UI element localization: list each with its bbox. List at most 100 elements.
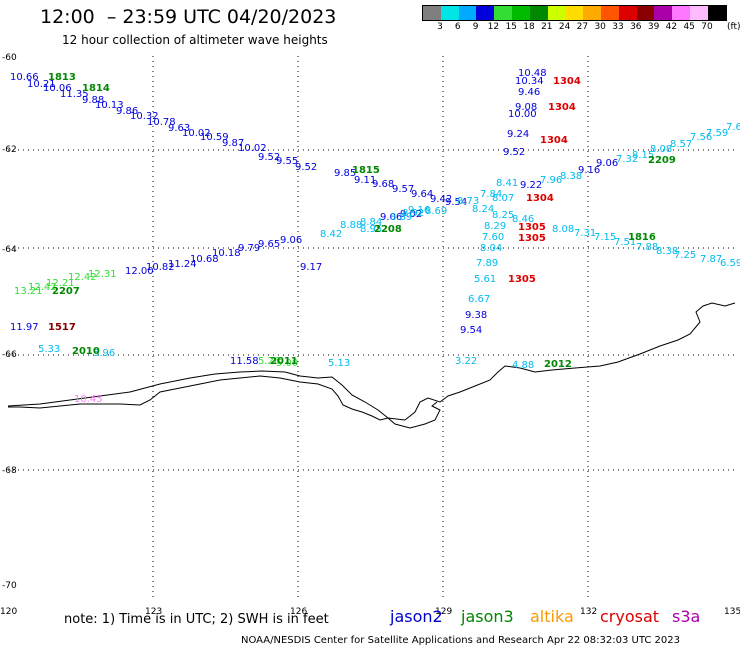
- wave-height-label: 12.42: [68, 272, 97, 283]
- wave-height-label: 5.00: [276, 358, 298, 369]
- wave-height-label: 9.06: [380, 212, 402, 223]
- wave-height-label: 9.11: [354, 175, 376, 186]
- wave-height-label: 11.58: [230, 356, 259, 367]
- wave-height-label: 3.22: [455, 356, 477, 367]
- wave-height-label: 10.13: [95, 100, 124, 111]
- scale-label: 9: [472, 22, 479, 32]
- wave-height-label: 11.24: [168, 259, 197, 270]
- scale-swatch: [600, 6, 619, 20]
- longitude-label: 135: [724, 607, 740, 617]
- pass-time-label: 2207: [52, 286, 80, 297]
- legend-item-cryosat: cryosat: [600, 607, 660, 626]
- wave-height-label: 8.41: [496, 178, 518, 189]
- pass-time-label: 2011: [270, 356, 298, 367]
- wave-height-label: 7.59: [706, 128, 728, 139]
- wave-height-label: 8.29: [484, 221, 506, 232]
- wave-height-label: 12.21: [46, 278, 75, 289]
- wave-height-label: 9.24: [507, 129, 529, 140]
- scale-swatch: [511, 6, 530, 20]
- wave-height-label: 10.00: [508, 109, 537, 120]
- wave-height-label: 12.31: [88, 269, 117, 280]
- wave-height-label: 7.60: [482, 232, 504, 243]
- wave-height-label: 9.52: [295, 162, 317, 173]
- scale-swatch: [440, 6, 459, 20]
- pass-time-label: 1814: [82, 83, 110, 94]
- scale-swatch: [494, 6, 512, 20]
- scale-label: 3: [437, 22, 443, 32]
- longitude-label: 132: [580, 607, 597, 617]
- legend-item-s3a: s3a: [672, 607, 701, 626]
- wave-height-label: 8.57: [670, 139, 692, 150]
- scale-label: 24: [558, 22, 571, 32]
- wave-height-label: 8.73: [457, 196, 479, 207]
- pass-time-label: 1304: [540, 135, 568, 146]
- wave-height-label: 5.96: [93, 348, 115, 359]
- wave-height-label: 9.52: [258, 152, 280, 163]
- longitude-labels: 120 123 126 129 132 135: [0, 607, 740, 617]
- wave-height-label: 7.96: [540, 175, 562, 186]
- wave-height-label: 8.08: [552, 224, 574, 235]
- scale-swatch: [672, 6, 690, 20]
- wave-height-label: 8.04: [480, 243, 502, 254]
- credit-line: NOAA/NESDIS Center for Satellite Applica…: [241, 635, 680, 646]
- wave-height-label: 10.48: [518, 68, 547, 79]
- wave-height-label: 9.88: [82, 95, 104, 106]
- latitude-label: -64: [2, 245, 17, 255]
- wave-height-label: 7.84: [480, 189, 502, 200]
- legend-item-jason3: jason3: [461, 607, 514, 626]
- latitude-label: -68: [2, 466, 17, 476]
- wave-height-label: 8.08: [650, 144, 672, 155]
- wave-height-label: 9.17: [300, 262, 322, 273]
- scale-swatch: [618, 6, 637, 20]
- coastline: [7, 302, 736, 429]
- wave-height-label: 11.35: [60, 89, 89, 100]
- wave-height-label: 7.89: [476, 258, 498, 269]
- scale-swatch: [583, 6, 601, 20]
- scale-swatch: [423, 6, 441, 20]
- wave-height-label: 10.18: [212, 248, 241, 259]
- wave-height-label: 8.38: [656, 246, 678, 257]
- wave-height-label: 8.95: [360, 224, 382, 235]
- scale-label: 70: [701, 22, 713, 32]
- wave-height-label: 13.21: [14, 286, 43, 297]
- footnote: note: 1) Time is in UTC; 2) SWH is in fe…: [64, 612, 329, 627]
- pass-time-label: 2209: [648, 155, 676, 166]
- scale-label: 21: [541, 22, 553, 32]
- pass-time-label: 1305: [508, 274, 536, 285]
- legend-item-jason2: jason2: [390, 607, 443, 626]
- scale-label: 6: [454, 22, 461, 32]
- wave-height-label: 12.42: [28, 282, 57, 293]
- longitude-label: 120: [0, 607, 17, 617]
- scale-swatch: [458, 6, 477, 20]
- wave-height-label: 9.86: [116, 106, 138, 117]
- observations-layer: 10.6610.2110.0611.359.8810.139.8610.3210…: [10, 68, 740, 405]
- wave-height-label: 7.88: [636, 242, 658, 253]
- wave-height-label: 10.34: [515, 76, 544, 87]
- wave-height-label: 9.68: [372, 179, 394, 190]
- wave-height-label: 7.51: [614, 237, 636, 248]
- scale-label: 15: [505, 22, 517, 32]
- pass-time-label: 1304: [526, 193, 554, 204]
- wave-height-label: 10.78: [147, 117, 176, 128]
- wave-height-label: 9.42: [430, 194, 452, 205]
- wave-height-label: 9.52: [503, 147, 525, 158]
- wave-height-label: 10.82: [146, 262, 175, 273]
- wave-height-label: 9.38: [465, 310, 487, 321]
- wave-height-label: 9.55: [276, 156, 298, 167]
- wave-height-label: 8.92: [402, 208, 424, 219]
- wave-height-label: 10.21: [27, 79, 56, 90]
- antarctic-coastline-east: [387, 302, 736, 429]
- pass-time-label: 2208: [374, 224, 402, 235]
- wave-height-label: 9.06: [596, 158, 618, 169]
- wave-height-label: 9.54: [460, 325, 482, 336]
- pass-time-label: 1813: [48, 72, 76, 83]
- wave-height-label: 9.64: [411, 189, 433, 200]
- wave-height-label: 9.85: [334, 168, 356, 179]
- scale-swatch: [476, 6, 495, 20]
- pass-time-label: 1816: [628, 232, 656, 243]
- wave-height-label: 10.02: [182, 128, 211, 139]
- scale-label: 33: [612, 22, 624, 32]
- wave-height-label: 9.65: [258, 239, 280, 250]
- wave-height-label: 10.66: [10, 72, 39, 83]
